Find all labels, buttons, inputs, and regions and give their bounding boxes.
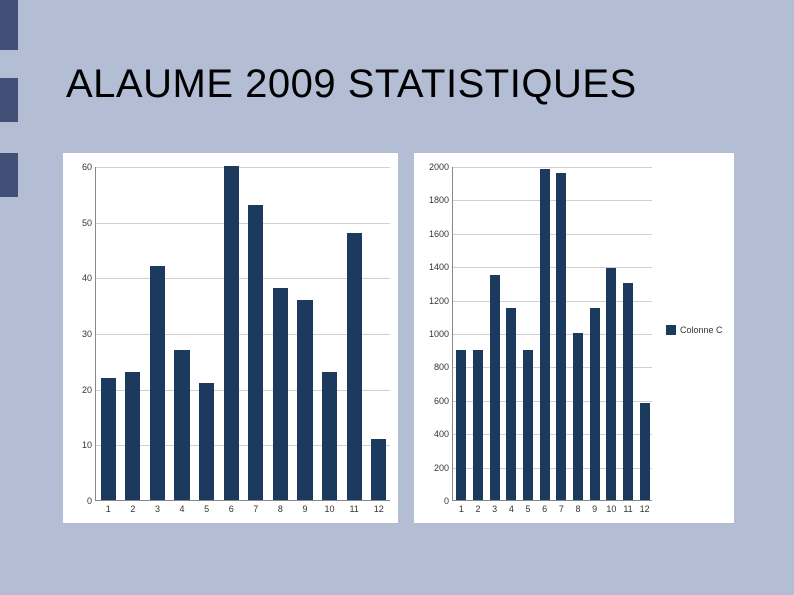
bar <box>623 283 633 500</box>
x-tick-label: 6 <box>542 504 547 514</box>
gridline <box>453 200 652 201</box>
bar <box>125 372 140 500</box>
chart-left-panel: 0102030405060123456789101112 <box>63 153 398 523</box>
chart-right-panel: 0200400600800100012001400160018002000123… <box>414 153 734 523</box>
x-tick-label: 6 <box>229 504 234 514</box>
bar <box>199 383 214 500</box>
y-tick-label: 200 <box>434 463 449 473</box>
gridline <box>96 167 390 168</box>
x-tick-label: 2 <box>130 504 135 514</box>
x-tick-label: 3 <box>492 504 497 514</box>
bar <box>150 266 165 500</box>
bar <box>506 308 516 500</box>
bar <box>606 268 616 500</box>
bar <box>322 372 337 500</box>
gridline <box>453 167 652 168</box>
chart-right-legend: Colonne C <box>666 325 723 335</box>
x-tick-label: 1 <box>106 504 111 514</box>
y-tick-label: 50 <box>82 218 92 228</box>
chart-right-plot: 0200400600800100012001400160018002000123… <box>452 167 652 501</box>
x-tick-label: 8 <box>575 504 580 514</box>
bar <box>573 333 583 500</box>
y-tick-label: 2000 <box>429 162 449 172</box>
gridline <box>453 234 652 235</box>
y-tick-label: 1400 <box>429 262 449 272</box>
bar <box>523 350 533 500</box>
sidebar-mark <box>0 153 18 197</box>
y-tick-label: 1000 <box>429 329 449 339</box>
x-tick-label: 3 <box>155 504 160 514</box>
gridline <box>96 223 390 224</box>
x-tick-label: 12 <box>640 504 650 514</box>
x-tick-label: 11 <box>623 504 632 514</box>
y-tick-label: 600 <box>434 396 449 406</box>
sidebar-mark <box>0 0 18 50</box>
bar <box>101 378 116 500</box>
bar <box>273 288 288 500</box>
y-tick-label: 40 <box>82 273 92 283</box>
page-title: ALAUME 2009 STATISTIQUES <box>66 62 637 107</box>
bar <box>473 350 483 500</box>
bar <box>174 350 189 500</box>
y-tick-label: 20 <box>82 385 92 395</box>
bar <box>490 275 500 500</box>
x-tick-label: 10 <box>606 504 616 514</box>
y-tick-label: 1600 <box>429 229 449 239</box>
y-tick-label: 30 <box>82 329 92 339</box>
bar <box>248 205 263 500</box>
bar <box>556 173 566 500</box>
y-tick-label: 1800 <box>429 195 449 205</box>
bar <box>224 166 239 500</box>
bar <box>540 169 550 500</box>
x-tick-label: 11 <box>349 504 358 514</box>
y-tick-label: 800 <box>434 362 449 372</box>
y-tick-label: 60 <box>82 162 92 172</box>
bar <box>297 300 312 500</box>
x-tick-label: 4 <box>509 504 514 514</box>
x-tick-label: 7 <box>253 504 258 514</box>
x-tick-label: 9 <box>592 504 597 514</box>
y-tick-label: 400 <box>434 429 449 439</box>
x-tick-label: 4 <box>180 504 185 514</box>
x-tick-label: 7 <box>559 504 564 514</box>
x-tick-label: 8 <box>278 504 283 514</box>
y-tick-label: 0 <box>87 496 92 506</box>
bar <box>456 350 466 500</box>
x-tick-label: 5 <box>204 504 209 514</box>
sidebar-mark <box>0 78 18 122</box>
legend-label: Colonne C <box>680 325 723 335</box>
y-tick-label: 0 <box>444 496 449 506</box>
gridline <box>453 267 652 268</box>
legend-swatch <box>666 325 676 335</box>
bar <box>347 233 362 500</box>
x-tick-label: 1 <box>459 504 464 514</box>
y-tick-label: 10 <box>82 440 92 450</box>
bar <box>640 403 650 500</box>
x-tick-label: 10 <box>325 504 335 514</box>
y-tick-label: 1200 <box>429 296 449 306</box>
bar <box>371 439 386 500</box>
x-tick-label: 5 <box>525 504 530 514</box>
bar <box>590 308 600 500</box>
chart-left-plot: 0102030405060123456789101112 <box>95 167 390 501</box>
x-tick-label: 9 <box>302 504 307 514</box>
x-tick-label: 12 <box>374 504 384 514</box>
x-tick-label: 2 <box>475 504 480 514</box>
